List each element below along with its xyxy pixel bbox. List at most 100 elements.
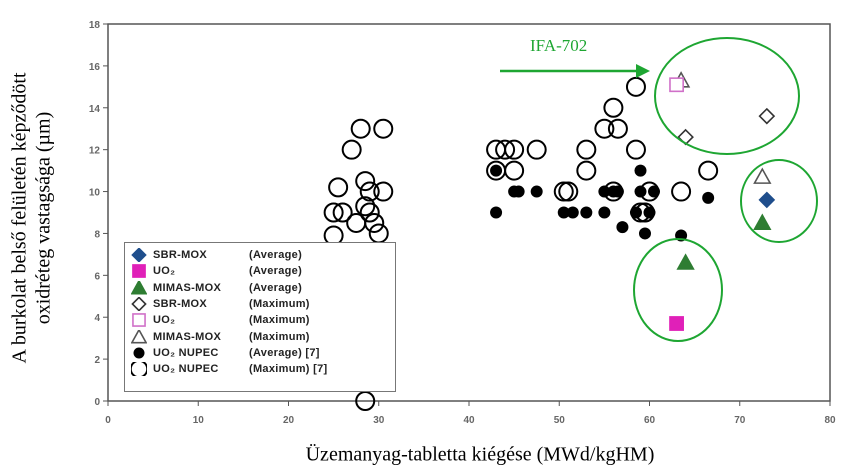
- legend-series-name: UO₂ NUPEC: [153, 346, 219, 359]
- legend-entry: UO₂ NUPEC (Average) [7]: [129, 345, 391, 361]
- legend-marker-circle-open: [131, 362, 147, 377]
- legend-series-stat: (Maximum) [7]: [249, 363, 328, 376]
- y-tick-label: 2: [94, 355, 100, 366]
- legend-series-name: UO₂: [153, 265, 176, 278]
- legend: SBR-MOX (Average) UO₂ (Average) MIMAS-MOX (Av…: [124, 242, 396, 392]
- legend-marker: [129, 248, 149, 263]
- legend-entry: UO₂ (Average): [129, 263, 391, 279]
- data-point-circle-filled: [634, 185, 647, 198]
- data-point-circle-filled: [490, 206, 503, 219]
- data-point-circle-open: [359, 202, 380, 223]
- y-tick-label: 4: [94, 313, 100, 324]
- legend-entry: UO₂ (Maximum): [129, 312, 391, 328]
- uo2-highlight-ellipse: [633, 238, 723, 342]
- ifa-702-arrow-head: [636, 64, 650, 78]
- data-point-square-filled: [669, 316, 684, 331]
- data-point-square-open: [669, 77, 684, 93]
- legend-marker-circle-filled: [133, 347, 145, 359]
- legend-marker: [129, 280, 149, 295]
- legend-marker: [129, 313, 149, 328]
- x-tick-label: 50: [554, 415, 566, 426]
- y-axis-label-line1: A burkolat belső felületén képződött: [8, 72, 31, 364]
- legend-marker: [129, 362, 149, 377]
- legend-series-name: UO₂: [153, 314, 176, 327]
- data-point-diamond-open: [677, 128, 694, 146]
- legend-entry: UO₂ NUPEC (Maximum) [7]: [129, 361, 391, 377]
- x-tick-label: 60: [644, 415, 656, 426]
- y-tick-label: 16: [89, 62, 101, 73]
- data-point-circle-filled: [616, 221, 629, 234]
- data-point-circle-open: [603, 97, 624, 118]
- legend-series-stat: (Average): [249, 249, 303, 262]
- data-point-circle-filled: [512, 185, 525, 198]
- x-tick-label: 30: [373, 415, 385, 426]
- x-tick-label: 0: [105, 415, 111, 426]
- data-point-circle-filled: [634, 164, 647, 177]
- data-point-circle-open: [526, 139, 547, 160]
- data-point-circle-filled: [557, 206, 570, 219]
- y-tick-label: 8: [94, 229, 100, 240]
- data-point-circle-filled: [611, 185, 624, 198]
- legend-marker: [129, 346, 149, 360]
- data-point-circle-open: [350, 118, 371, 139]
- data-point-circle-filled: [598, 185, 611, 198]
- legend-marker-triangle-open: [131, 329, 147, 344]
- data-point-circle-open: [625, 139, 646, 160]
- legend-entry: MIMAS-MOX (Average): [129, 280, 391, 296]
- legend-entry: MIMAS-MOX (Maximum): [129, 328, 391, 344]
- mox-highlight-ellipse: [740, 159, 818, 243]
- data-point-circle-open: [355, 196, 376, 217]
- data-point-circle-open: [504, 160, 525, 181]
- data-point-circle-open: [576, 139, 597, 160]
- y-tick-label: 18: [89, 20, 101, 31]
- data-point-circle-open: [504, 139, 525, 160]
- legend-marker-diamond-filled: [131, 248, 147, 263]
- legend-marker: [129, 297, 149, 312]
- x-tick-label: 20: [283, 415, 295, 426]
- legend-marker-square-filled: [132, 264, 146, 279]
- y-tick-label: 6: [94, 271, 100, 282]
- data-point-circle-open: [341, 139, 362, 160]
- legend-marker-diamond-open: [131, 297, 147, 312]
- data-point-circle-filled: [566, 206, 579, 219]
- data-point-circle-filled: [702, 191, 715, 204]
- data-point-circle-open: [368, 223, 389, 244]
- ifa-702-highlight-ellipse: [654, 37, 800, 155]
- ifa-702-annotation: IFA-702: [530, 36, 588, 55]
- y-tick-label: 10: [89, 188, 101, 199]
- legend-marker: [129, 329, 149, 344]
- chart-panel: [38, 0, 856, 472]
- x-axis-label-box: [245, 437, 715, 472]
- data-point-circle-open: [594, 118, 615, 139]
- legend-series-stat: (Maximum): [249, 314, 310, 327]
- data-point-circle-filled: [648, 185, 661, 198]
- data-point-circle-open: [607, 118, 628, 139]
- legend-marker: [129, 264, 149, 279]
- y-tick-label: 0: [94, 397, 100, 408]
- legend-series-stat: (Maximum): [249, 330, 310, 343]
- data-point-triangle-filled: [753, 213, 772, 231]
- data-point-circle-open: [328, 177, 349, 198]
- data-point-circle-open: [323, 202, 344, 223]
- data-point-diamond-open: [758, 107, 776, 125]
- data-point-circle-open: [495, 139, 516, 160]
- data-point-circle-filled: [638, 227, 651, 240]
- data-point-circle-filled: [629, 206, 642, 219]
- data-point-circle-open: [698, 160, 719, 181]
- data-point-circle-open: [359, 181, 380, 202]
- data-point-circle-open: [671, 181, 692, 202]
- legend-series-name: MIMAS-MOX: [153, 330, 222, 343]
- data-point-triangle-filled: [676, 253, 695, 270]
- legend-marker-square-open: [132, 313, 146, 328]
- legend-series-name: MIMAS-MOX: [153, 281, 222, 294]
- data-point-circle-open: [332, 202, 353, 223]
- data-point-circle-open: [364, 212, 385, 233]
- x-axis-label: Üzemanyag-tabletta kiégése (MWd/kgHM): [305, 443, 655, 466]
- legend-entry: SBR-MOX (Average): [129, 247, 391, 263]
- y-axis-label-line2: oxidréteg vastagsága (µm): [32, 111, 55, 325]
- legend-series-stat: (Average): [249, 281, 303, 294]
- data-point-circle-open: [625, 76, 646, 97]
- data-point-circle-open: [553, 181, 574, 202]
- data-point-circle-open: [576, 160, 597, 181]
